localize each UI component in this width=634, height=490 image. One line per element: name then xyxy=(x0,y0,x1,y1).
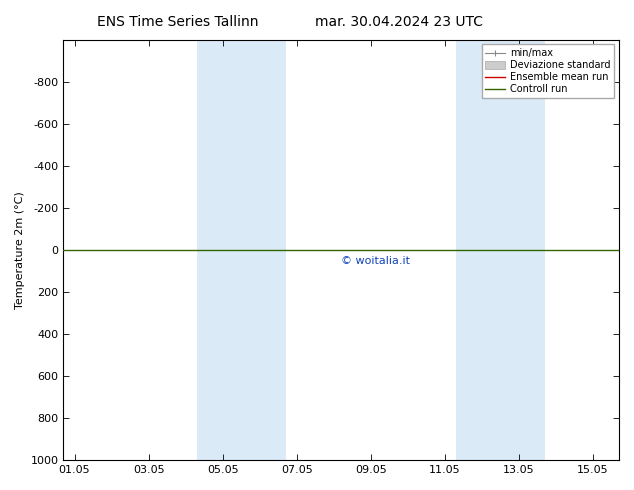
Text: © woitalia.it: © woitalia.it xyxy=(341,256,410,266)
Bar xyxy=(456,40,545,460)
Y-axis label: Temperature 2m (°C): Temperature 2m (°C) xyxy=(15,191,25,309)
Legend: min/max, Deviazione standard, Ensemble mean run, Controll run: min/max, Deviazione standard, Ensemble m… xyxy=(482,45,614,98)
Text: mar. 30.04.2024 23 UTC: mar. 30.04.2024 23 UTC xyxy=(316,15,483,29)
Bar xyxy=(197,40,286,460)
Text: ENS Time Series Tallinn: ENS Time Series Tallinn xyxy=(97,15,258,29)
